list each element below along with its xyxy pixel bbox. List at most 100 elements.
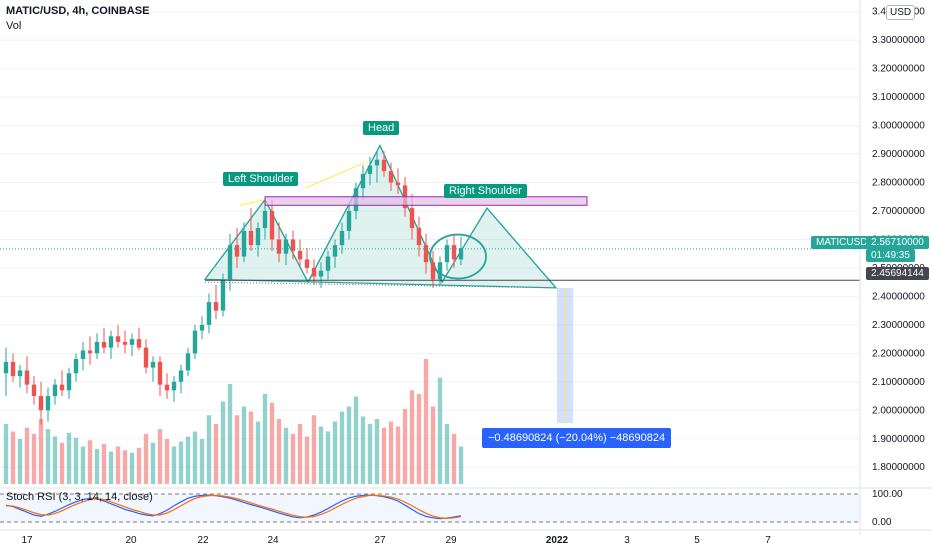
head-and-shoulders-drawing[interactable] — [203, 144, 558, 289]
candle-body — [276, 239, 282, 254]
candle-body — [325, 256, 331, 271]
volume-bar — [234, 415, 240, 484]
volume-bar — [213, 424, 219, 484]
volume-bar — [38, 419, 44, 484]
volume-bar — [227, 384, 233, 484]
volume-bar — [52, 436, 58, 484]
candle-body — [360, 173, 366, 189]
volume-bar — [66, 432, 72, 484]
date-tick-label: 22 — [197, 535, 209, 546]
volume-bar — [374, 419, 380, 484]
volume-bar — [353, 396, 359, 484]
volume-bar — [318, 426, 324, 484]
price-tick-label: 2.70000000 — [872, 206, 925, 217]
candle-body — [115, 336, 121, 342]
volume-bar — [276, 419, 282, 484]
candle-body — [255, 228, 261, 246]
measure-label[interactable]: −0.48690824 (−20.04%) −48690824 — [482, 428, 672, 448]
right-shoulder-label[interactable]: Right Shoulder — [444, 184, 527, 198]
candle-body — [444, 245, 450, 263]
volume-bar — [101, 444, 107, 484]
candle-body — [381, 159, 387, 172]
volume-bar — [451, 434, 457, 484]
candle-body — [38, 396, 44, 411]
stoch-rsi-panel: 100.00 0.00 — [0, 487, 932, 528]
date-axis[interactable]: 17 20 22 24 27 29 2022 3 5 7 — [0, 529, 932, 546]
date-tick-label: 24 — [267, 535, 279, 546]
date-tick-label: 7 — [765, 535, 771, 546]
volume-bar — [24, 427, 30, 484]
volume-bar — [241, 406, 247, 484]
stoch-tick-label: 0.00 — [872, 517, 892, 528]
price-tick-label: 3.10000000 — [872, 92, 925, 103]
volume-bar — [283, 427, 289, 484]
candle-body — [248, 230, 254, 246]
candle-body — [374, 159, 380, 166]
candle-body — [430, 262, 436, 280]
candle-body — [304, 259, 310, 268]
candle-body — [10, 361, 16, 377]
stoch-rsi-label[interactable]: Stoch RSI (3, 3, 14, 14, close) — [6, 491, 153, 503]
candle-body — [213, 302, 219, 311]
candle-body — [388, 171, 394, 183]
volume-bar — [346, 406, 352, 484]
candle-body — [192, 330, 198, 354]
volume-bar — [437, 377, 443, 484]
volume-bar — [73, 437, 79, 484]
candle-body — [24, 370, 30, 385]
candle-body — [346, 210, 352, 231]
volume-bar — [332, 421, 338, 484]
candle-body — [150, 361, 156, 368]
date-tick-label: 3 — [624, 535, 630, 546]
candle-body — [220, 279, 226, 311]
volume-bar — [185, 436, 191, 484]
currency-button[interactable]: USD — [886, 5, 916, 20]
candle-body — [451, 245, 457, 260]
candle-body — [178, 370, 184, 382]
price-tick-label: 3.20000000 — [872, 64, 925, 75]
stoch-k-line — [5, 494, 462, 520]
volume-bar — [325, 431, 331, 484]
candle-body — [101, 341, 107, 348]
volume-bar — [430, 406, 436, 484]
date-tick-label: 17 — [21, 535, 33, 546]
resistance-zone — [264, 196, 588, 206]
trend-line — [239, 199, 266, 206]
overlay-drawings[interactable] — [0, 196, 860, 424]
candle-body — [423, 245, 429, 263]
candle-body — [199, 324, 205, 331]
left-shoulder-label[interactable]: Left Shoulder — [223, 172, 299, 186]
candle-body — [66, 373, 72, 391]
candle-body — [283, 239, 289, 254]
volume-bar — [3, 424, 9, 484]
price-tick-label: 1.90000000 — [872, 434, 925, 445]
symbol-title[interactable]: MATIC/USD, 4h, COINBASE — [6, 5, 150, 17]
volume-label[interactable]: Vol — [6, 20, 22, 32]
volume-bar — [416, 394, 422, 484]
volume-bar — [122, 450, 128, 484]
head-label[interactable]: Head — [363, 121, 400, 135]
price-tick-label: 2.40000000 — [872, 291, 925, 302]
candle-body — [367, 165, 373, 174]
volume-bar — [164, 439, 170, 484]
date-tick-label: 27 — [374, 535, 386, 546]
highlight-circle — [429, 233, 487, 280]
volume-bar — [339, 411, 345, 484]
volume-bar — [220, 401, 226, 484]
candle-body — [409, 208, 415, 229]
volume-bar — [17, 439, 23, 484]
volume-bar — [108, 451, 114, 484]
volume-bar — [367, 424, 373, 484]
candle-body — [437, 262, 443, 280]
candle-body — [3, 361, 9, 374]
volume-bar — [171, 446, 177, 484]
volume-bar — [87, 440, 93, 484]
volume-bar — [402, 409, 408, 484]
candle-body — [269, 210, 275, 240]
date-tick-label: 5 — [694, 535, 700, 546]
price-tick-label: 3.00000000 — [872, 121, 925, 132]
volume-bar — [31, 434, 37, 484]
candle-body — [171, 381, 177, 391]
candle-body — [185, 353, 191, 371]
